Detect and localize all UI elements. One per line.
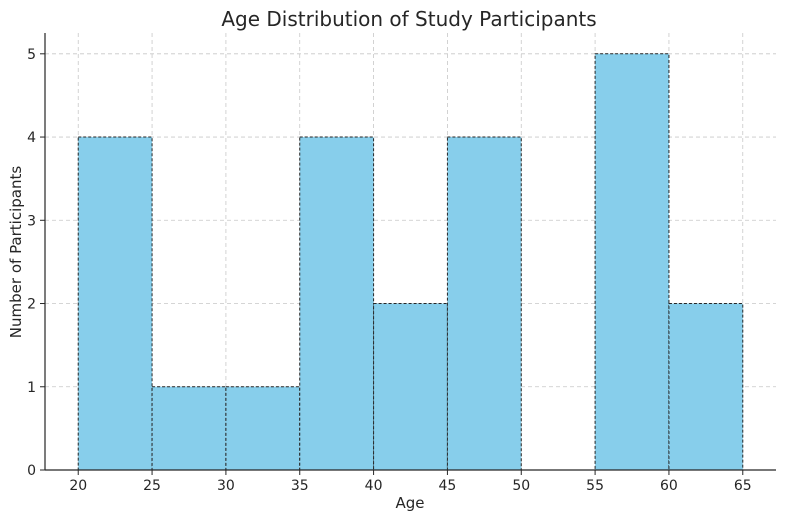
chart-title: Age Distribution of Study Participants xyxy=(221,7,596,31)
x-tick-label-35: 35 xyxy=(291,478,309,494)
bar-40-45 xyxy=(373,303,448,471)
x-tick-label-65: 65 xyxy=(734,478,752,494)
y-tick-label-4: 4 xyxy=(27,130,36,146)
x-tick-label-50: 50 xyxy=(512,478,530,494)
bar-60-65 xyxy=(668,303,744,471)
x-axis-label: Age xyxy=(395,494,424,512)
bar-20-25 xyxy=(77,136,153,471)
y-tick-label-5: 5 xyxy=(27,47,36,63)
x-tick-label-55: 55 xyxy=(586,478,604,494)
x-tick-label-40: 40 xyxy=(365,478,383,494)
y-tick-label-1: 1 xyxy=(27,380,36,396)
x-axis-ticks: 20 25 30 35 40 45 50 55 60 65 xyxy=(69,470,752,494)
x-tick-label-25: 25 xyxy=(143,478,161,494)
x-tick-label-60: 60 xyxy=(660,478,678,494)
bars xyxy=(77,53,744,471)
axes xyxy=(44,33,776,471)
y-tick-label-2: 2 xyxy=(27,297,36,313)
bar-30-35 xyxy=(225,386,301,471)
x-tick-label-30: 30 xyxy=(217,478,235,494)
x-tick-label-20: 20 xyxy=(69,478,87,494)
bar-55-60 xyxy=(594,53,670,471)
bar-35-40 xyxy=(299,136,375,471)
bar-45-50 xyxy=(446,136,522,471)
y-axis-label: Number of Participants xyxy=(7,166,25,339)
x-tick-label-45: 45 xyxy=(439,478,457,494)
y-tick-label-0: 0 xyxy=(27,463,36,479)
y-tick-label-3: 3 xyxy=(27,213,36,229)
y-axis-ticks: 0 1 2 3 4 5 xyxy=(27,47,45,479)
bar-25-30 xyxy=(151,386,227,471)
